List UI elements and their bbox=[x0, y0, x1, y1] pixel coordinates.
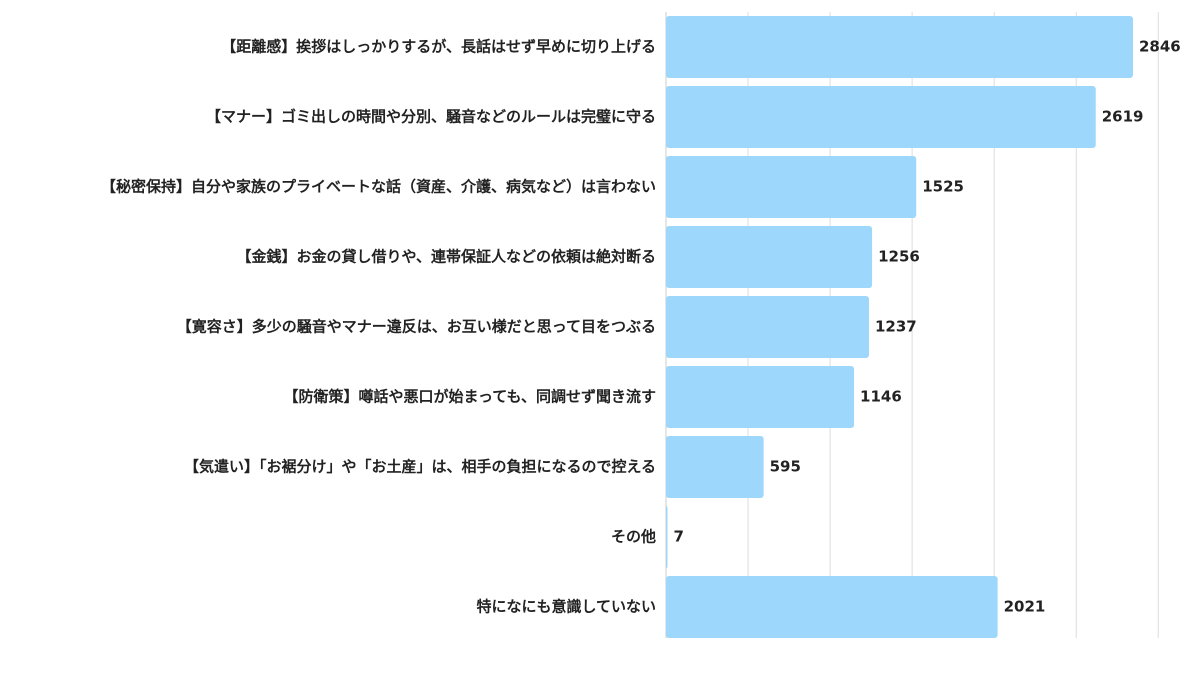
bar bbox=[666, 366, 855, 428]
category-label: 【距離感】挨拶はしっかりするが、長話はせず早めに切り上げる bbox=[221, 38, 656, 56]
category-labels: 【距離感】挨拶はしっかりするが、長話はせず早めに切り上げる【マナー】ゴミ出しの時… bbox=[101, 38, 656, 616]
value-label: 2021 bbox=[1004, 598, 1046, 616]
category-label: 【気遣い】「お裾分け」や「お土産」は、相手の負担になるので控える bbox=[184, 458, 656, 476]
bars bbox=[666, 16, 1133, 638]
bar bbox=[666, 156, 917, 218]
value-label: 1146 bbox=[860, 388, 902, 406]
value-label: 1256 bbox=[878, 248, 920, 266]
category-label: その他 bbox=[611, 528, 656, 546]
category-label: 【秘密保持】自分や家族のプライベートな話（資産、介護、病気など）は言わない bbox=[101, 178, 656, 196]
value-label: 2846 bbox=[1139, 38, 1181, 56]
category-label: 【寛容さ】多少の騒音やマナー違反は、お互い様だと思って目をつぶる bbox=[177, 318, 656, 336]
bar bbox=[666, 16, 1133, 78]
category-label: 【マナー】ゴミ出しの時間や分別、騒音などのルールは完璧に守る bbox=[206, 108, 656, 126]
value-label: 7 bbox=[674, 528, 684, 546]
value-label: 1525 bbox=[922, 178, 964, 196]
bar bbox=[666, 506, 668, 568]
value-label: 1237 bbox=[875, 318, 917, 336]
bar bbox=[666, 226, 873, 288]
category-label: 特になにも意識していない bbox=[476, 598, 656, 616]
category-label: 【防衛策】噂話や悪口が始まっても、同調せず聞き流す bbox=[284, 388, 656, 406]
value-label: 2619 bbox=[1102, 108, 1144, 126]
bar bbox=[666, 436, 764, 498]
bar bbox=[666, 296, 869, 358]
bar bbox=[666, 576, 998, 638]
category-label: 【金銭】お金の貸し借りや、連帯保証人などの依頼は絶対断る bbox=[236, 248, 656, 266]
value-label: 595 bbox=[770, 458, 801, 476]
bar bbox=[666, 86, 1096, 148]
value-labels: 2846 2619 1525 1256 1237 1146 595 7 2021 bbox=[674, 38, 1181, 616]
